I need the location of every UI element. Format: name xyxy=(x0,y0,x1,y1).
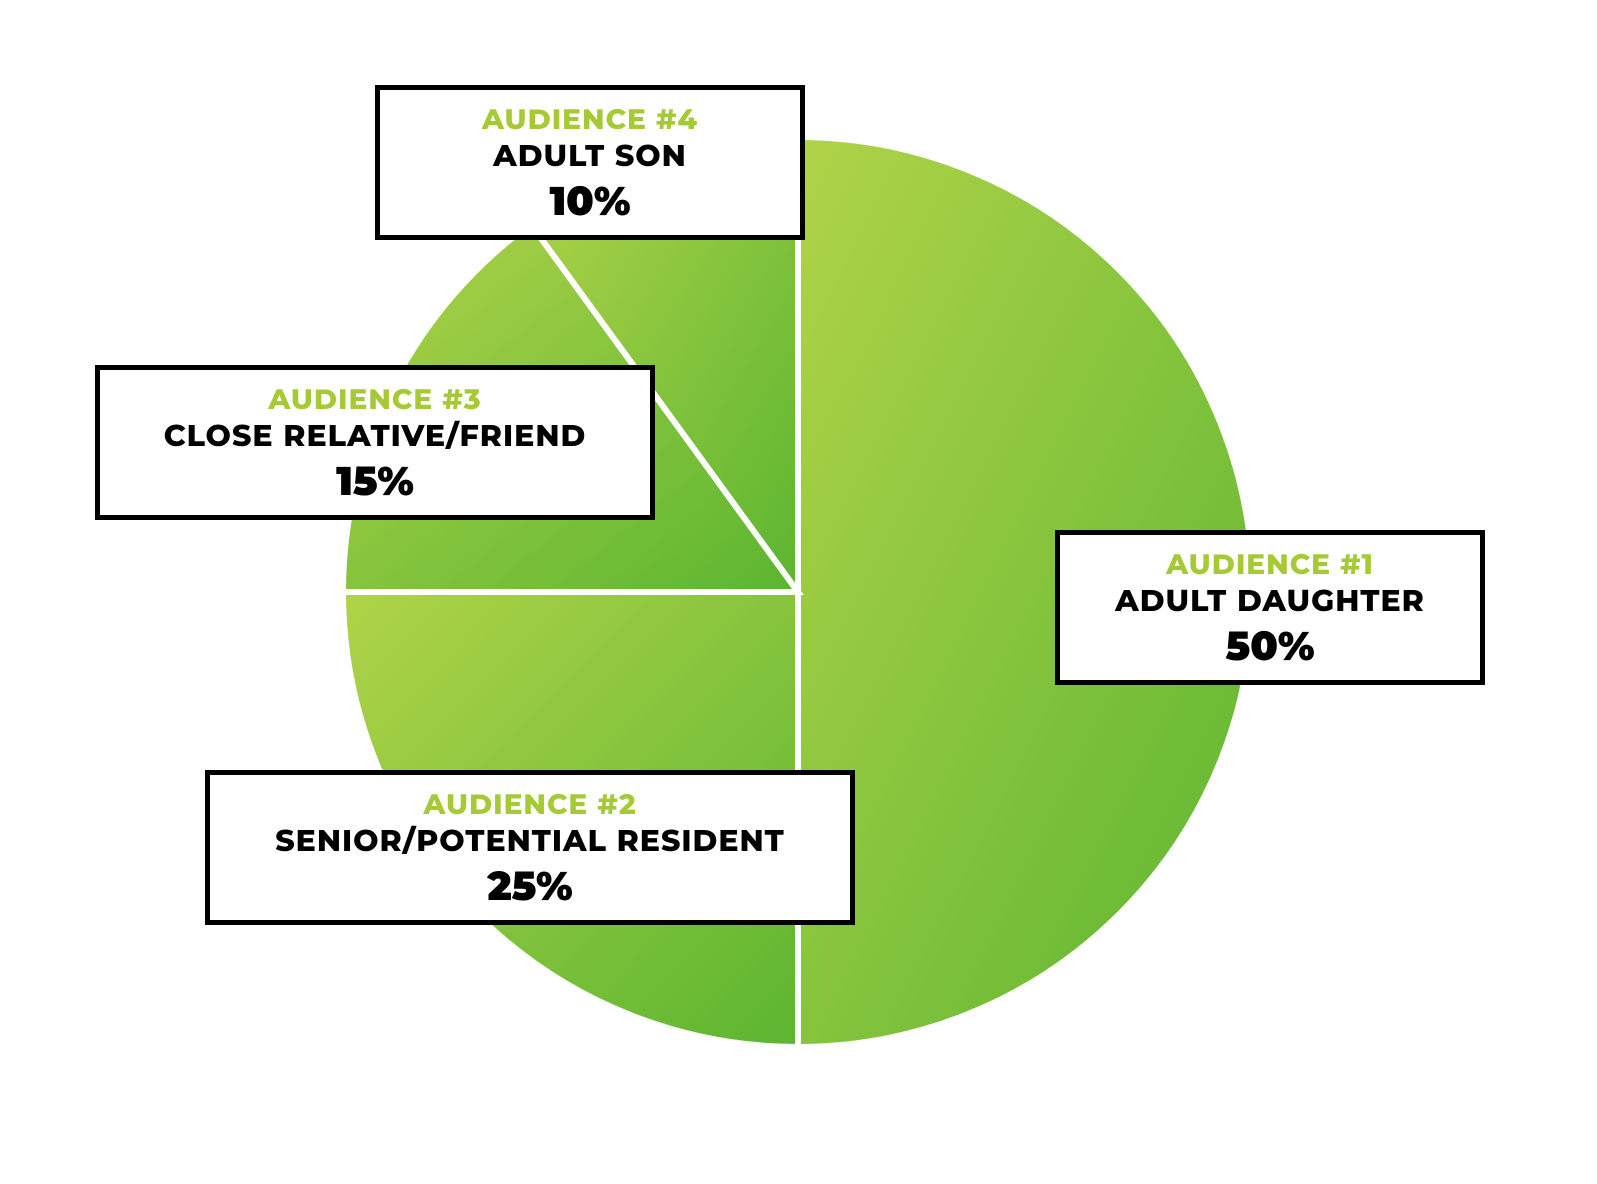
audience-number: AUDIENCE #2 xyxy=(234,789,826,823)
label-box-audience-1: AUDIENCE #1 ADULT DAUGHTER 50% xyxy=(1055,530,1485,685)
label-box-audience-2: AUDIENCE #2 SENIOR/POTENTIAL RESIDENT 25… xyxy=(205,770,855,925)
audience-percent: 50% xyxy=(1084,623,1456,671)
audience-percent: 15% xyxy=(124,458,626,506)
audience-number: AUDIENCE #1 xyxy=(1084,549,1456,583)
chart-stage: AUDIENCE #1 ADULT DAUGHTER 50% AUDIENCE … xyxy=(0,0,1597,1184)
audience-title: ADULT SON xyxy=(404,138,776,174)
label-box-audience-3: AUDIENCE #3 CLOSE RELATIVE/FRIEND 15% xyxy=(95,365,655,520)
audience-percent: 25% xyxy=(234,863,826,911)
audience-title: CLOSE RELATIVE/FRIEND xyxy=(124,418,626,454)
label-box-audience-4: AUDIENCE #4 ADULT SON 10% xyxy=(375,85,805,240)
audience-title: SENIOR/POTENTIAL RESIDENT xyxy=(234,823,826,859)
audience-number: AUDIENCE #3 xyxy=(124,384,626,418)
audience-percent: 10% xyxy=(404,178,776,226)
audience-number: AUDIENCE #4 xyxy=(404,104,776,138)
audience-title: ADULT DAUGHTER xyxy=(1084,583,1456,619)
